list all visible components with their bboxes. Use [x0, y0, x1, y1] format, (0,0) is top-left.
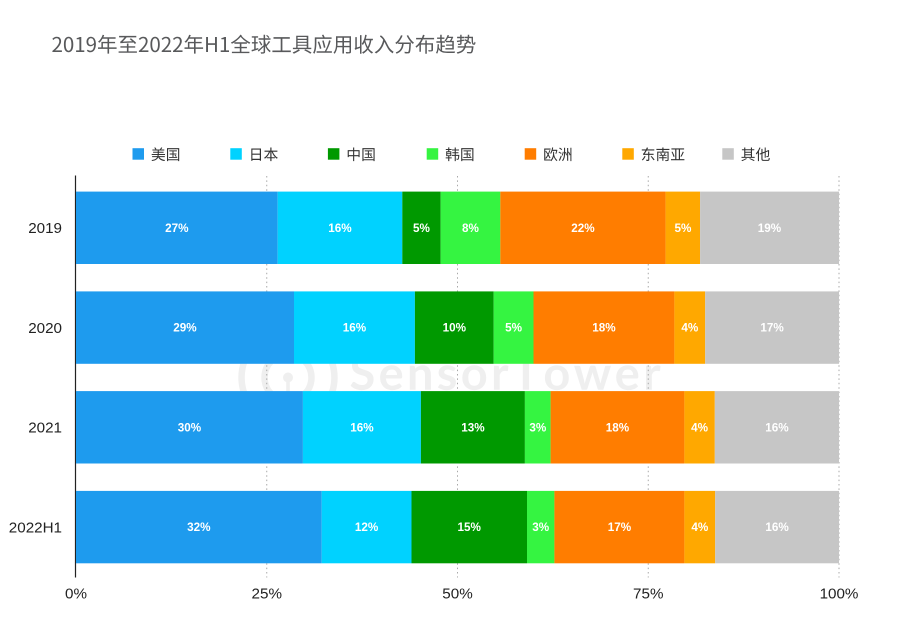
svg-text:3%: 3%: [529, 421, 547, 434]
svg-text:19%: 19%: [758, 222, 782, 235]
svg-text:2019: 2019: [28, 220, 62, 237]
svg-text:4%: 4%: [691, 421, 709, 434]
svg-text:16%: 16%: [765, 521, 789, 534]
svg-text:13%: 13%: [461, 421, 485, 434]
svg-text:5%: 5%: [413, 222, 431, 235]
svg-text:16%: 16%: [350, 421, 374, 434]
svg-text:5%: 5%: [505, 322, 523, 335]
svg-text:32%: 32%: [187, 521, 211, 534]
svg-text:8%: 8%: [462, 222, 480, 235]
svg-text:29%: 29%: [173, 322, 197, 335]
svg-text:27%: 27%: [165, 222, 189, 235]
svg-text:22%: 22%: [571, 222, 595, 235]
svg-text:16%: 16%: [765, 421, 789, 434]
svg-text:30%: 30%: [178, 421, 202, 434]
svg-text:4%: 4%: [681, 322, 699, 335]
svg-text:4%: 4%: [691, 521, 709, 534]
svg-text:12%: 12%: [355, 521, 379, 534]
svg-text:17%: 17%: [608, 521, 632, 534]
svg-text:10%: 10%: [443, 322, 467, 335]
svg-text:15%: 15%: [457, 521, 481, 534]
svg-text:16%: 16%: [328, 222, 352, 235]
svg-text:17%: 17%: [760, 322, 784, 335]
svg-text:18%: 18%: [606, 421, 630, 434]
svg-text:16%: 16%: [343, 322, 367, 335]
svg-text:5%: 5%: [674, 222, 692, 235]
svg-text:0%: 0%: [65, 585, 87, 602]
svg-text:3%: 3%: [532, 521, 550, 534]
svg-text:2020: 2020: [28, 320, 62, 337]
svg-text:50%: 50%: [442, 585, 472, 602]
svg-text:25%: 25%: [252, 585, 282, 602]
svg-text:100%: 100%: [820, 585, 859, 602]
svg-text:75%: 75%: [633, 585, 663, 602]
svg-text:2022H1: 2022H1: [9, 520, 62, 537]
svg-text:18%: 18%: [592, 322, 616, 335]
svg-text:2021: 2021: [28, 420, 62, 437]
